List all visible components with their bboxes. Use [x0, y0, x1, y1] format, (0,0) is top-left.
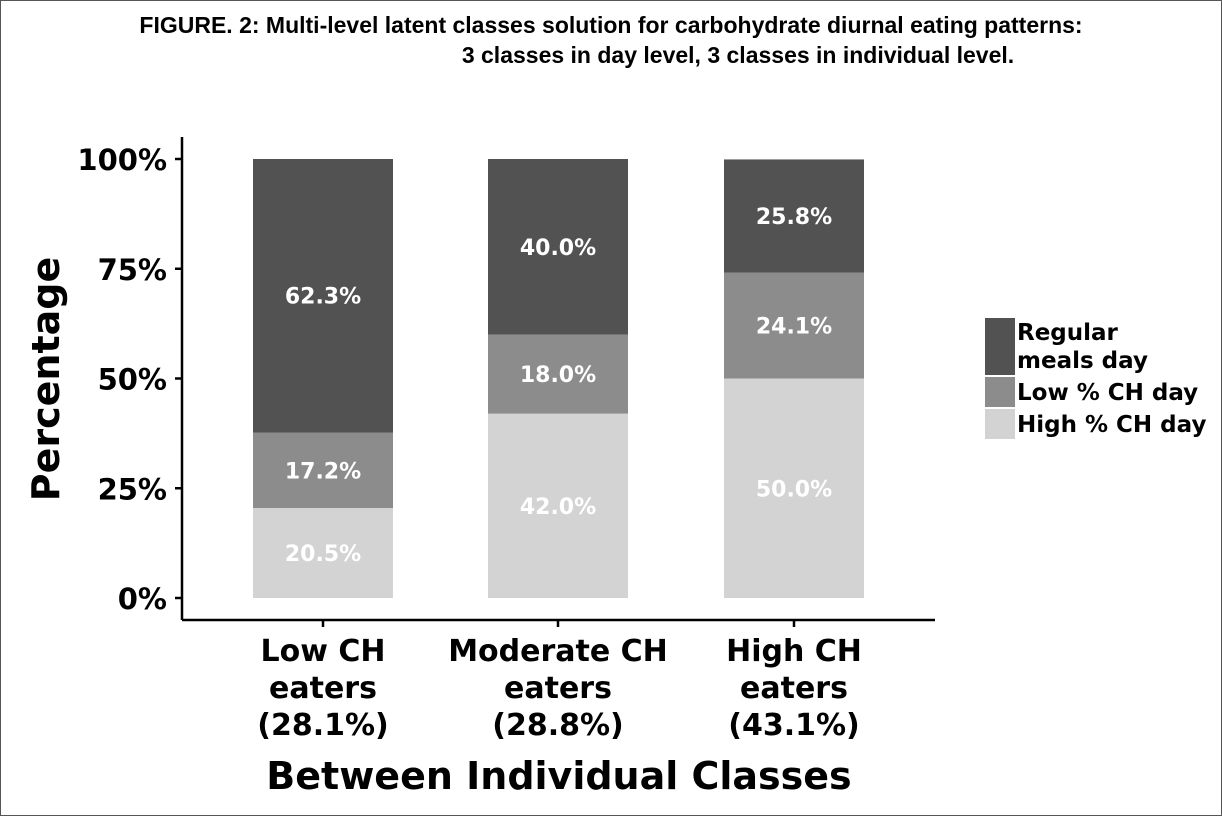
bar-segment	[253, 508, 393, 598]
y-tick-label: 50%	[98, 363, 167, 397]
figure-title-line2: 3 classes in day level, 3 classes in ind…	[462, 42, 1014, 68]
legend-swatch	[985, 377, 1015, 407]
data-label: 50.0%	[756, 477, 832, 502]
bar-segment	[488, 334, 628, 414]
x-tick-label: eaters	[269, 671, 377, 706]
data-label: 40.0%	[520, 236, 596, 261]
data-label: 18.0%	[520, 363, 596, 388]
y-tick-label: 100%	[77, 143, 167, 177]
y-tick-label: 25%	[98, 472, 167, 506]
x-tick-label: Moderate CH	[448, 634, 668, 669]
data-label: 20.5%	[285, 542, 361, 567]
bar-segment	[488, 413, 628, 598]
x-tick-label: (28.1%)	[257, 708, 389, 743]
x-tick-label: eaters	[740, 671, 848, 706]
data-label: 42.0%	[520, 495, 596, 520]
x-tick-label: eaters	[504, 671, 612, 706]
bar-segment	[724, 378, 864, 598]
data-label: 62.3%	[285, 285, 361, 310]
legend-label: meals day	[1017, 348, 1148, 374]
x-axis-title: Between Individual Classes	[266, 754, 851, 798]
figure-title-line1: FIGURE. 2: Multi-level latent classes so…	[139, 12, 1082, 38]
bar-segment	[488, 159, 628, 335]
x-tick-label: (28.8%)	[492, 708, 624, 743]
x-tick-label: Low CH	[260, 634, 385, 669]
y-tick-label: 75%	[98, 253, 167, 287]
legend-label: High % CH day	[1017, 412, 1206, 438]
legend-swatch	[985, 409, 1015, 439]
y-tick-label: 0%	[118, 582, 167, 616]
bar-segment	[253, 432, 393, 509]
bar-segment	[253, 159, 393, 433]
data-label: 17.2%	[285, 459, 361, 484]
bar-segment	[724, 272, 864, 379]
bar-segment	[724, 159, 864, 273]
x-tick-label: High CH	[726, 634, 862, 669]
x-tick-label: (43.1%)	[728, 708, 860, 743]
legend-label: Regular	[1017, 320, 1119, 346]
legend-swatch	[985, 318, 1015, 375]
y-axis-title: Percentage	[24, 257, 68, 502]
plot-area: 0%25%50%75%100%20.5%17.2%62.3%Low CHeate…	[24, 137, 935, 798]
data-label: 24.1%	[756, 315, 832, 340]
legend-label: Low % CH day	[1017, 380, 1198, 406]
data-label: 25.8%	[756, 205, 832, 230]
